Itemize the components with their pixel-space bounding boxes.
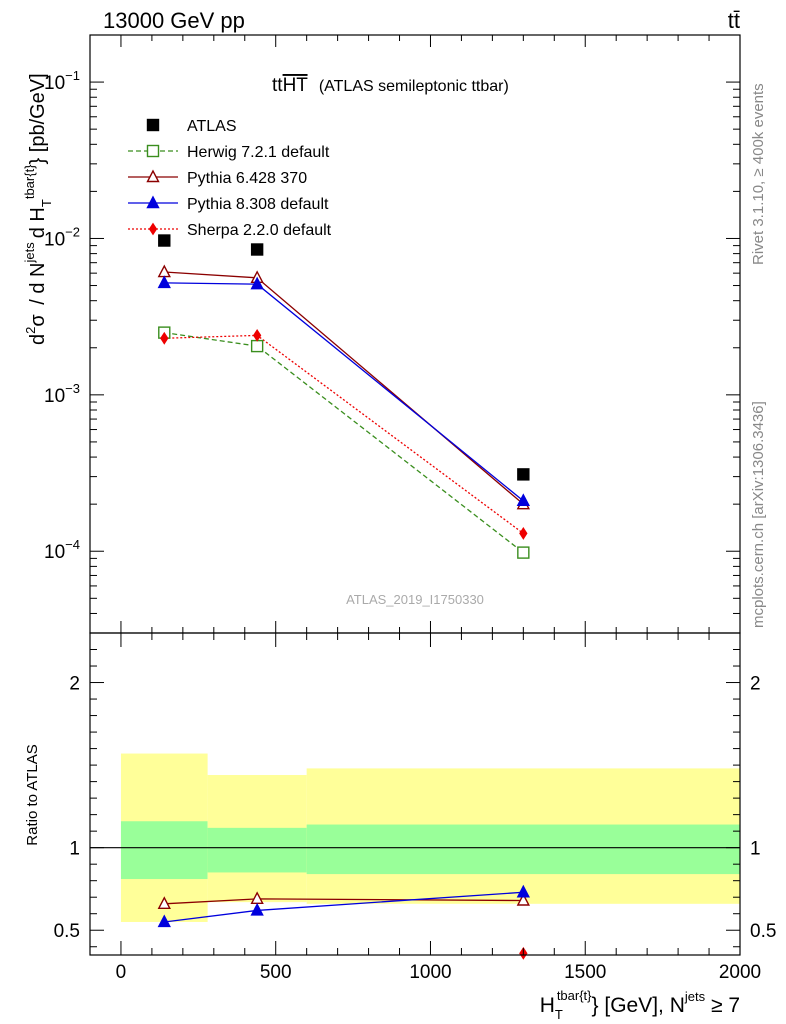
main-axis-ticks: [89, 34, 741, 634]
main-panel: 10−1 10−2 10−3 10−4 ttHT (ATLAS semileptoni…: [22, 34, 741, 634]
ratio-y-tick-label-right: 2: [750, 674, 761, 695]
series-line-pythia-8-308-default: [164, 282, 524, 502]
main-y-tick-labels: 10−1 10−2 10−3 10−4: [44, 68, 80, 563]
stat-uncertainty-band-2: [207, 827, 307, 873]
ratio-y-tick-label-right: 0.5: [750, 921, 776, 942]
legend-marker-pythia-8-308-default: [146, 195, 160, 209]
main-y-axis-label: d2σ / d Njetsd HTtbar{t}} [pb/GeV]: [22, 73, 54, 345]
ratio-y-tick-label-left: 1: [69, 839, 80, 860]
point-herwig-7-2-1-default-3: [517, 546, 530, 559]
main-series-markers: [157, 234, 530, 559]
legend-marker-sherpa-2-2-0-default: [148, 222, 158, 236]
main-y-tick-label: 10−3: [44, 381, 80, 407]
ratio-y-tick-label-left: 2: [69, 674, 80, 695]
x-tick-label: 500: [260, 962, 292, 983]
point-sherpa-2-2-0-default-3: [519, 526, 528, 540]
x-tick-label: 1500: [564, 962, 606, 983]
ratio-y-axis-label: Ratio to ATLAS: [24, 744, 41, 845]
legend-marker-atlas: [146, 118, 160, 132]
ratio-point-pythia-6-428-370-1: [157, 896, 171, 910]
header-process: tt̄: [728, 8, 740, 33]
point-pythia-8-308-default-1: [157, 275, 171, 289]
stat-uncertainty-band-1: [120, 821, 208, 880]
legend-item-sherpa-2-2-0-default: Sherpa 2.2.0 default: [128, 222, 332, 239]
ratio-point-pythia-8-308-default-1: [157, 914, 171, 928]
series-line-pythia-6-428-370: [164, 271, 524, 505]
series-line-herwig-7-2-1-default: [164, 331, 524, 554]
x-axis-label: HTtbar{t}} [GeV], Njets ≥ 7: [540, 988, 740, 1022]
point-sherpa-2-2-0-default-1: [160, 331, 169, 345]
main-y-tick-label: 10−2: [44, 224, 80, 250]
legend-item-atlas: ATLAS: [146, 118, 237, 135]
stat-uncertainty-band-3: [306, 824, 740, 875]
ratio-axis-ticks: [89, 633, 741, 955]
point-atlas-1: [158, 234, 171, 247]
ratio-y-tick-labels: 2 2 1 1 0.5 0.5: [54, 674, 777, 943]
legend-marker-herwig-7-2-1-default: [146, 144, 160, 158]
point-herwig-7-2-1-default-2: [250, 339, 264, 353]
main-y-tick-label: 10−4: [44, 537, 80, 563]
header-energy: 13000 GeV pp: [103, 8, 245, 33]
point-pythia-8-308-default-2: [250, 276, 264, 290]
legend-item-herwig-7-2-1-default: Herwig 7.2.1 default: [128, 144, 330, 161]
x-tick-label: 0: [116, 962, 127, 983]
point-pythia-8-308-default-3: [516, 493, 530, 507]
ratio-y-tick-label-left: 0.5: [54, 921, 80, 942]
main-series-lines: [164, 271, 524, 554]
legend-label-atlas: ATLAS: [187, 118, 237, 135]
rivet-version-label: Rivet 3.1.10, ≥ 400k events: [750, 83, 767, 265]
main-y-tick-label: 10−1: [44, 68, 80, 94]
x-tick-label: 2000: [719, 962, 761, 983]
series-line-sherpa-2-2-0-default: [164, 334, 524, 534]
legend-label-pythia-6-428-370: Pythia 6.428 370: [187, 170, 307, 187]
legend-label-herwig-7-2-1-default: Herwig 7.2.1 default: [187, 144, 330, 161]
ratio-point-pythia-6-428-370-3: [516, 892, 530, 906]
ratio-point-pythia-8-308-default-3: [516, 884, 530, 898]
main-title: ttHT (ATLAS semileptonic ttbar): [272, 75, 509, 96]
point-sherpa-2-2-0-default-2: [252, 328, 262, 342]
point-pythia-6-428-370-1: [157, 264, 171, 278]
analysis-id-watermark: ATLAS_2019_I1750330: [346, 592, 484, 607]
ratio-y-tick-label-right: 1: [750, 839, 761, 860]
legend-item-pythia-8-308-default: Pythia 8.308 default: [128, 195, 329, 213]
ratio-point-pythia-8-308-default-2: [250, 902, 264, 916]
ratio-panel: 2 2 1 1 0.5 0.5 0 500 1000 1500 2000 Ratio to ATL…: [24, 632, 777, 1022]
legend: ATLAS Herwig 7.2.1 default Pythia 6.428 37…: [128, 118, 332, 239]
ratio-x-tick-labels: 0 500 1000 1500 2000: [116, 962, 761, 983]
ratio-frame: [89, 632, 741, 956]
legend-marker-pythia-6-428-370: [146, 169, 160, 183]
point-atlas-3: [517, 468, 530, 481]
point-atlas-2: [250, 243, 264, 256]
x-tick-label: 1000: [409, 962, 451, 983]
legend-label-pythia-8-308-default: Pythia 8.308 default: [187, 196, 329, 213]
legend-item-pythia-6-428-370: Pythia 6.428 370: [128, 169, 307, 187]
mcplots-label: mcplots.cern.ch [arXiv:1306.3436]: [750, 401, 767, 628]
ratio-uncertainty-bands: [90, 753, 740, 922]
legend-label-sherpa-2-2-0-default: Sherpa 2.2.0 default: [187, 222, 332, 239]
